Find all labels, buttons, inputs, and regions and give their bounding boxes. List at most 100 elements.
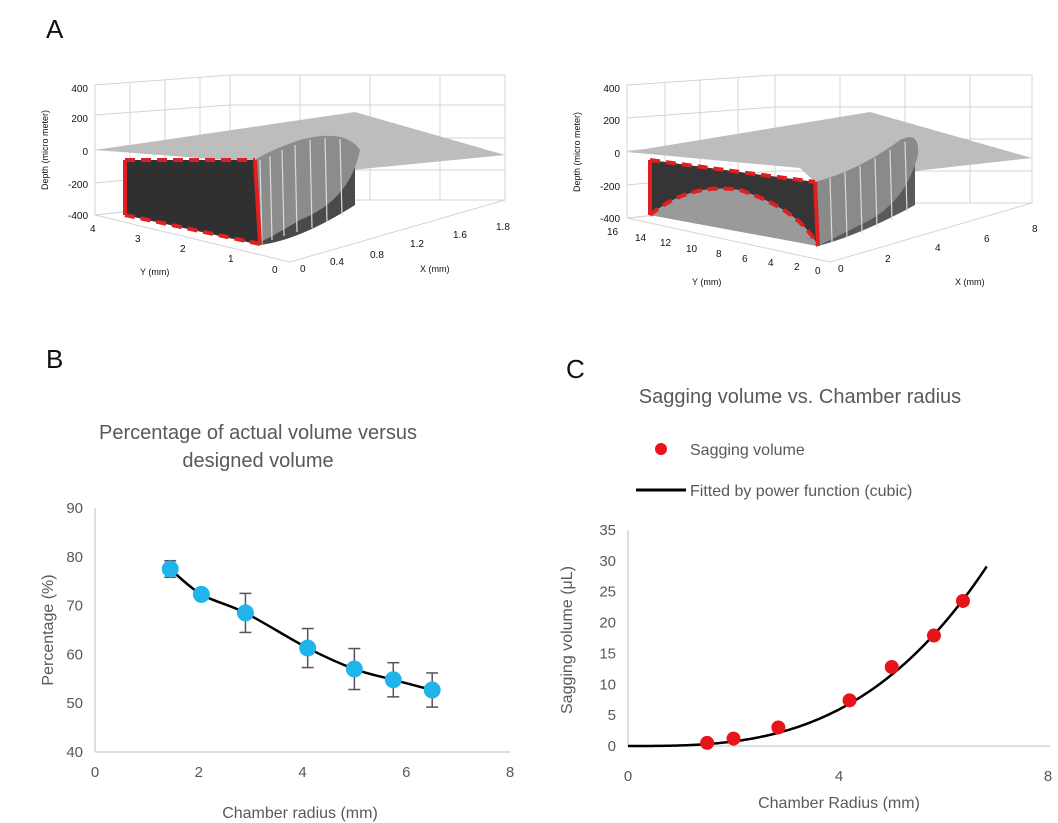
chart-b-ytick-label: 70	[66, 598, 83, 615]
chart-b-point	[384, 671, 402, 689]
svg-text:2: 2	[794, 262, 800, 273]
a-right-xlabel: X (mm)	[955, 277, 985, 287]
svg-text:0.4: 0.4	[330, 257, 344, 268]
chart-c-point	[955, 593, 970, 608]
svg-text:400: 400	[603, 84, 620, 95]
chart-c-axes	[627, 530, 1050, 747]
chart-b-point	[423, 681, 441, 699]
legend-label-sagging-volume: Sagging volume	[690, 442, 805, 459]
a-right-ylabel: Y (mm)	[692, 277, 721, 287]
chart-c-yticks: 0 5 10 15 20 25 30 35	[599, 522, 616, 755]
chart-b-ytick-label: 90	[66, 500, 83, 517]
svg-text:0: 0	[838, 264, 844, 275]
svg-text:16: 16	[607, 227, 619, 238]
panel-c-letter: C	[566, 354, 585, 384]
chart-c-ytick-label: 0	[608, 738, 616, 755]
svg-text:0: 0	[300, 264, 306, 275]
svg-text:6: 6	[984, 234, 990, 245]
chart-b-point	[161, 560, 179, 578]
svg-text:200: 200	[71, 114, 88, 125]
chart-b-xtick-label: 4	[298, 764, 306, 781]
svg-text:0: 0	[272, 265, 278, 276]
panel-a-right-plot: 400 200 0 -200 -400 Depth (micro meter) …	[572, 74, 1038, 287]
svg-text:10: 10	[686, 244, 698, 255]
panel-a-left-plot: 400 200 0 -200 -400 Depth (micro meter) …	[40, 74, 510, 277]
svg-text:0: 0	[815, 266, 821, 277]
chart-b-ytick-label: 50	[66, 695, 83, 712]
legend-marker-sagging-volume	[655, 443, 667, 455]
chart-c-xtick-label: 4	[835, 768, 843, 785]
svg-text:0: 0	[614, 149, 620, 160]
chart-c-point	[926, 628, 941, 643]
chart-c-fit-curve	[628, 565, 988, 748]
chart-b-point	[236, 604, 254, 622]
a-right-xticks: 0 2 4 6 8	[838, 224, 1038, 275]
svg-text:1.2: 1.2	[410, 239, 424, 250]
chart-b-ytick-label: 40	[66, 744, 83, 761]
svg-text:1.6: 1.6	[453, 230, 467, 241]
a-right-zticks: 400 200 0 -200 -400	[600, 84, 620, 225]
svg-text:12: 12	[660, 238, 672, 249]
chart-c-ytick-label: 20	[599, 615, 616, 632]
panel-b-letter: B	[46, 344, 63, 374]
a-left-xlabel: X (mm)	[420, 264, 450, 274]
svg-text:400: 400	[71, 84, 88, 95]
chart-b-xlabel: Chamber radius (mm)	[222, 805, 378, 822]
chart-b-ytick-label: 60	[66, 646, 83, 663]
chart-b-xticks: 0 2 4 6 8	[91, 764, 514, 781]
chart-c-point	[700, 735, 715, 750]
svg-text:4: 4	[935, 243, 941, 254]
chart-b-yticks: 40 50 60 70 80 90	[66, 500, 83, 761]
chart-b-title-line-2: designed volume	[182, 450, 333, 472]
svg-text:6: 6	[742, 254, 748, 265]
chart-b-title-line-1: Percentage of actual volume versus	[99, 422, 417, 444]
svg-text:3: 3	[135, 234, 141, 245]
svg-text:4: 4	[768, 258, 774, 269]
chart-b-xtick-label: 8	[506, 764, 514, 781]
chart-c-xlabel: Chamber Radius (mm)	[758, 795, 920, 812]
svg-text:1: 1	[228, 254, 234, 265]
chart-c: Sagging volume vs. Chamber radius Saggin…	[559, 386, 1052, 812]
a-left-yticks: 4 3 2 1 0	[90, 224, 278, 276]
svg-text:8: 8	[1032, 224, 1038, 235]
chart-b-points	[161, 560, 441, 699]
chart-c-point	[726, 731, 741, 746]
chart-c-fit-line	[628, 565, 988, 748]
chart-c-ytick-label: 30	[599, 553, 616, 570]
chart-b-xtick-label: 2	[195, 764, 203, 781]
svg-text:4: 4	[90, 224, 96, 235]
chart-b-xtick-label: 6	[402, 764, 410, 781]
chart-c-point	[842, 693, 857, 708]
chart-c-points	[700, 593, 970, 750]
chart-c-ytick-label: 25	[599, 584, 616, 601]
chart-c-point	[884, 660, 899, 675]
a-right-zlabel: Depth (micro meter)	[572, 112, 582, 192]
legend-label-fit: Fitted by power function (cubic)	[690, 483, 912, 500]
chart-c-ytick-label: 5	[608, 707, 616, 724]
chart-b-ylabel: Percentage (%)	[40, 574, 57, 685]
svg-text:14: 14	[635, 233, 647, 244]
svg-text:-200: -200	[600, 182, 620, 193]
chart-b-point	[192, 585, 210, 603]
svg-text:2: 2	[885, 254, 891, 265]
svg-text:0: 0	[82, 147, 88, 158]
svg-text:8: 8	[716, 249, 722, 260]
chart-c-ytick-label: 35	[599, 522, 616, 539]
svg-text:0.8: 0.8	[370, 250, 384, 261]
chart-b-point	[345, 660, 363, 678]
chart-c-ytick-label: 15	[599, 645, 616, 662]
a-left-ylabel: Y (mm)	[140, 267, 169, 277]
chart-c-xtick-label: 0	[624, 768, 632, 785]
chart-b-point	[299, 639, 317, 657]
svg-text:1.8: 1.8	[496, 222, 510, 233]
chart-c-xticks: 0 4 8	[624, 768, 1052, 785]
chart-b-xtick-label: 0	[91, 764, 99, 781]
svg-text:2: 2	[180, 244, 186, 255]
chart-b-axes	[94, 508, 510, 753]
chart-c-ytick-label: 10	[599, 676, 616, 693]
svg-text:-200: -200	[68, 180, 88, 191]
a-left-zticks: 400 200 0 -200 -400	[68, 84, 88, 222]
chart-b-ytick-label: 80	[66, 549, 83, 566]
chart-c-legend: Sagging volume Fitted by power function …	[636, 442, 912, 500]
